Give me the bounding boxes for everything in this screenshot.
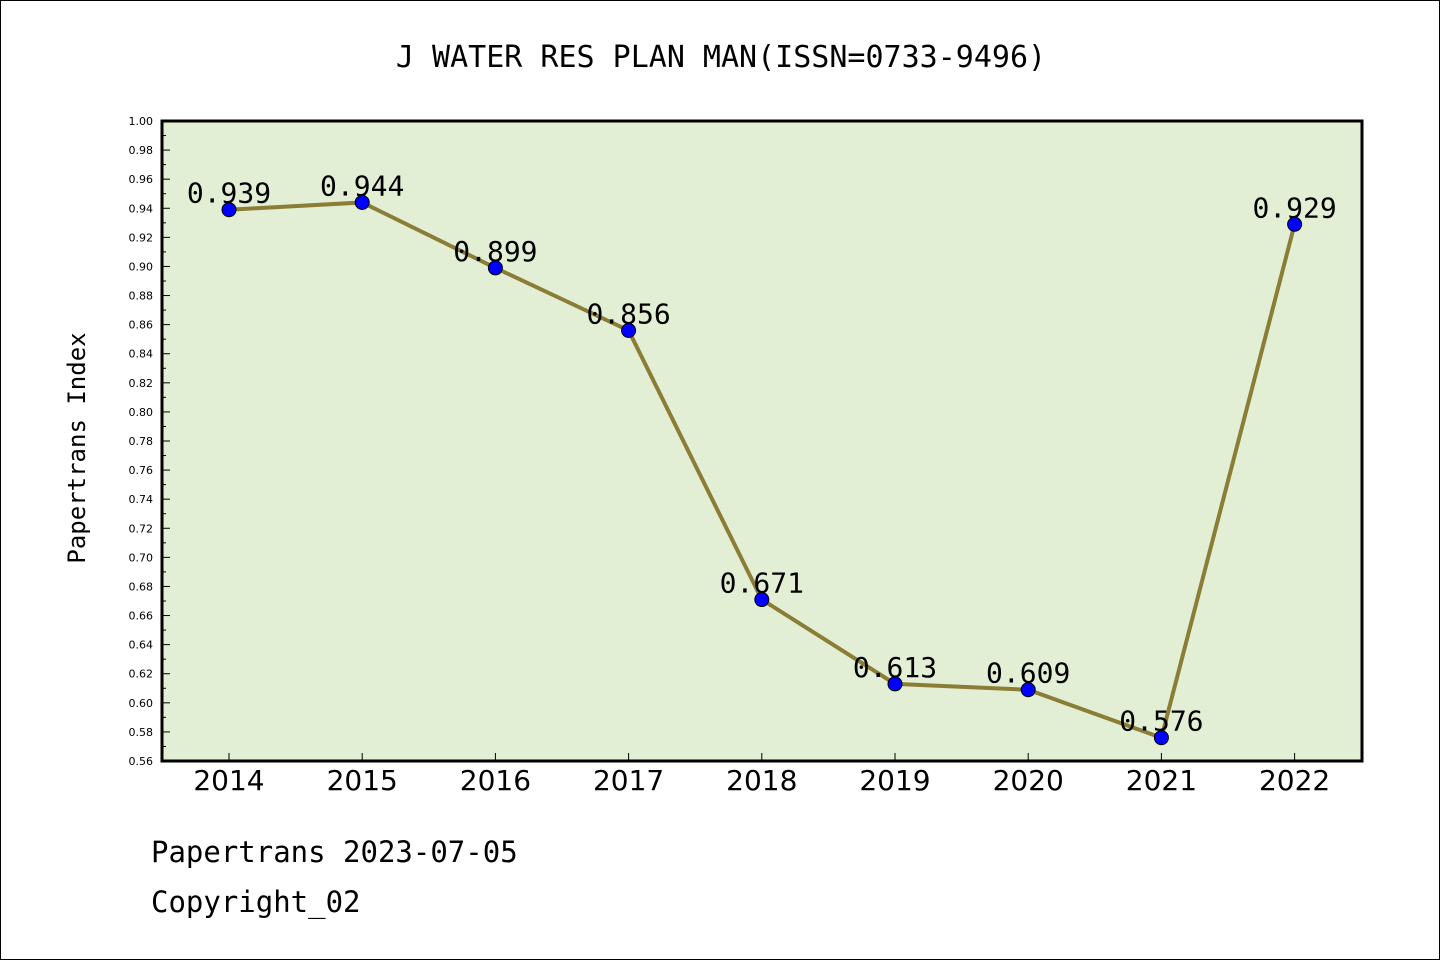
y-axis: 0.56 0.58 0.60 0.62 0.64 0.66 0.68 0.70 0.72 0.74… bbox=[129, 115, 170, 768]
y-tick-label: 0.74 bbox=[129, 493, 154, 506]
x-axis: 2014 2015 2016 2017 2018 2019 2020 2021 2022 bbox=[193, 753, 1330, 797]
y-tick-label: 0.62 bbox=[129, 668, 154, 681]
y-tick-label: 0.98 bbox=[129, 144, 154, 157]
y-tick-label: 0.70 bbox=[129, 551, 154, 564]
data-point-marker bbox=[887, 676, 903, 692]
y-tick-label: 0.76 bbox=[129, 464, 154, 477]
data-point-label: 0.576 bbox=[1119, 705, 1203, 738]
data-labels: 0.939 0.944 0.899 0.856 0.671 0.613 0.609 0.576… bbox=[187, 169, 1337, 737]
data-point-label: 0.613 bbox=[853, 651, 937, 684]
y-tick-label: 0.88 bbox=[129, 290, 154, 303]
data-point-label: 0.609 bbox=[986, 657, 1070, 690]
y-axis-label: Papertrans Index bbox=[63, 332, 91, 563]
data-point-label: 0.671 bbox=[720, 567, 804, 600]
data-point-marker bbox=[1020, 682, 1036, 698]
y-tick-label: 0.82 bbox=[129, 377, 154, 390]
y-tick-label: 0.58 bbox=[129, 726, 154, 739]
y-tick-label: 0.90 bbox=[129, 260, 154, 273]
footer-copyright: Copyright_02 bbox=[151, 885, 361, 919]
x-tick-label: 2021 bbox=[1126, 764, 1197, 797]
x-tick-label: 2020 bbox=[993, 764, 1064, 797]
data-markers bbox=[221, 194, 1303, 746]
footer-date: Papertrans 2023-07-05 bbox=[151, 835, 518, 869]
y-tick-label: 0.78 bbox=[129, 435, 154, 448]
x-tick-label: 2016 bbox=[460, 764, 531, 797]
y-tick-label: 0.96 bbox=[129, 173, 154, 186]
data-point-marker bbox=[1287, 216, 1303, 232]
data-point-marker bbox=[221, 202, 237, 218]
data-point-marker bbox=[487, 260, 503, 276]
x-tick-label: 2015 bbox=[327, 764, 398, 797]
x-tick-label: 2019 bbox=[859, 764, 930, 797]
data-point-label: 0.856 bbox=[586, 297, 670, 330]
y-tick-label: 0.60 bbox=[129, 697, 154, 710]
y-tick-label: 0.92 bbox=[129, 231, 154, 244]
plot-area bbox=[160, 119, 1364, 763]
y-tick-label: 0.68 bbox=[129, 580, 154, 593]
x-tick-label: 2014 bbox=[193, 764, 264, 797]
chart-title: J WATER RES PLAN MAN(ISSN=0733-9496) bbox=[396, 40, 1046, 75]
x-tick-label: 2017 bbox=[593, 764, 664, 797]
y-tick-label: 0.56 bbox=[129, 755, 154, 768]
data-point-label: 0.944 bbox=[320, 169, 404, 202]
y-tick-label: 0.64 bbox=[129, 639, 154, 652]
data-point-marker bbox=[754, 592, 770, 608]
y-tick-label: 0.72 bbox=[129, 522, 154, 535]
x-tick-label: 2022 bbox=[1259, 764, 1330, 797]
y-tick-label: 0.94 bbox=[129, 202, 154, 215]
data-point-marker bbox=[354, 194, 370, 210]
x-tick-label: 2018 bbox=[726, 764, 797, 797]
y-tick-label: 0.84 bbox=[129, 348, 154, 361]
y-tick-label: 0.66 bbox=[129, 610, 154, 623]
data-point-label: 0.929 bbox=[1252, 191, 1336, 224]
data-point-label: 0.939 bbox=[187, 177, 271, 210]
y-tick-label: 0.86 bbox=[129, 319, 154, 332]
data-point-marker bbox=[1153, 730, 1169, 746]
data-point-label: 0.899 bbox=[453, 235, 537, 268]
y-tick-label: 0.80 bbox=[129, 406, 154, 419]
y-tick-label: 1.00 bbox=[129, 115, 154, 128]
data-point-marker bbox=[621, 322, 637, 338]
